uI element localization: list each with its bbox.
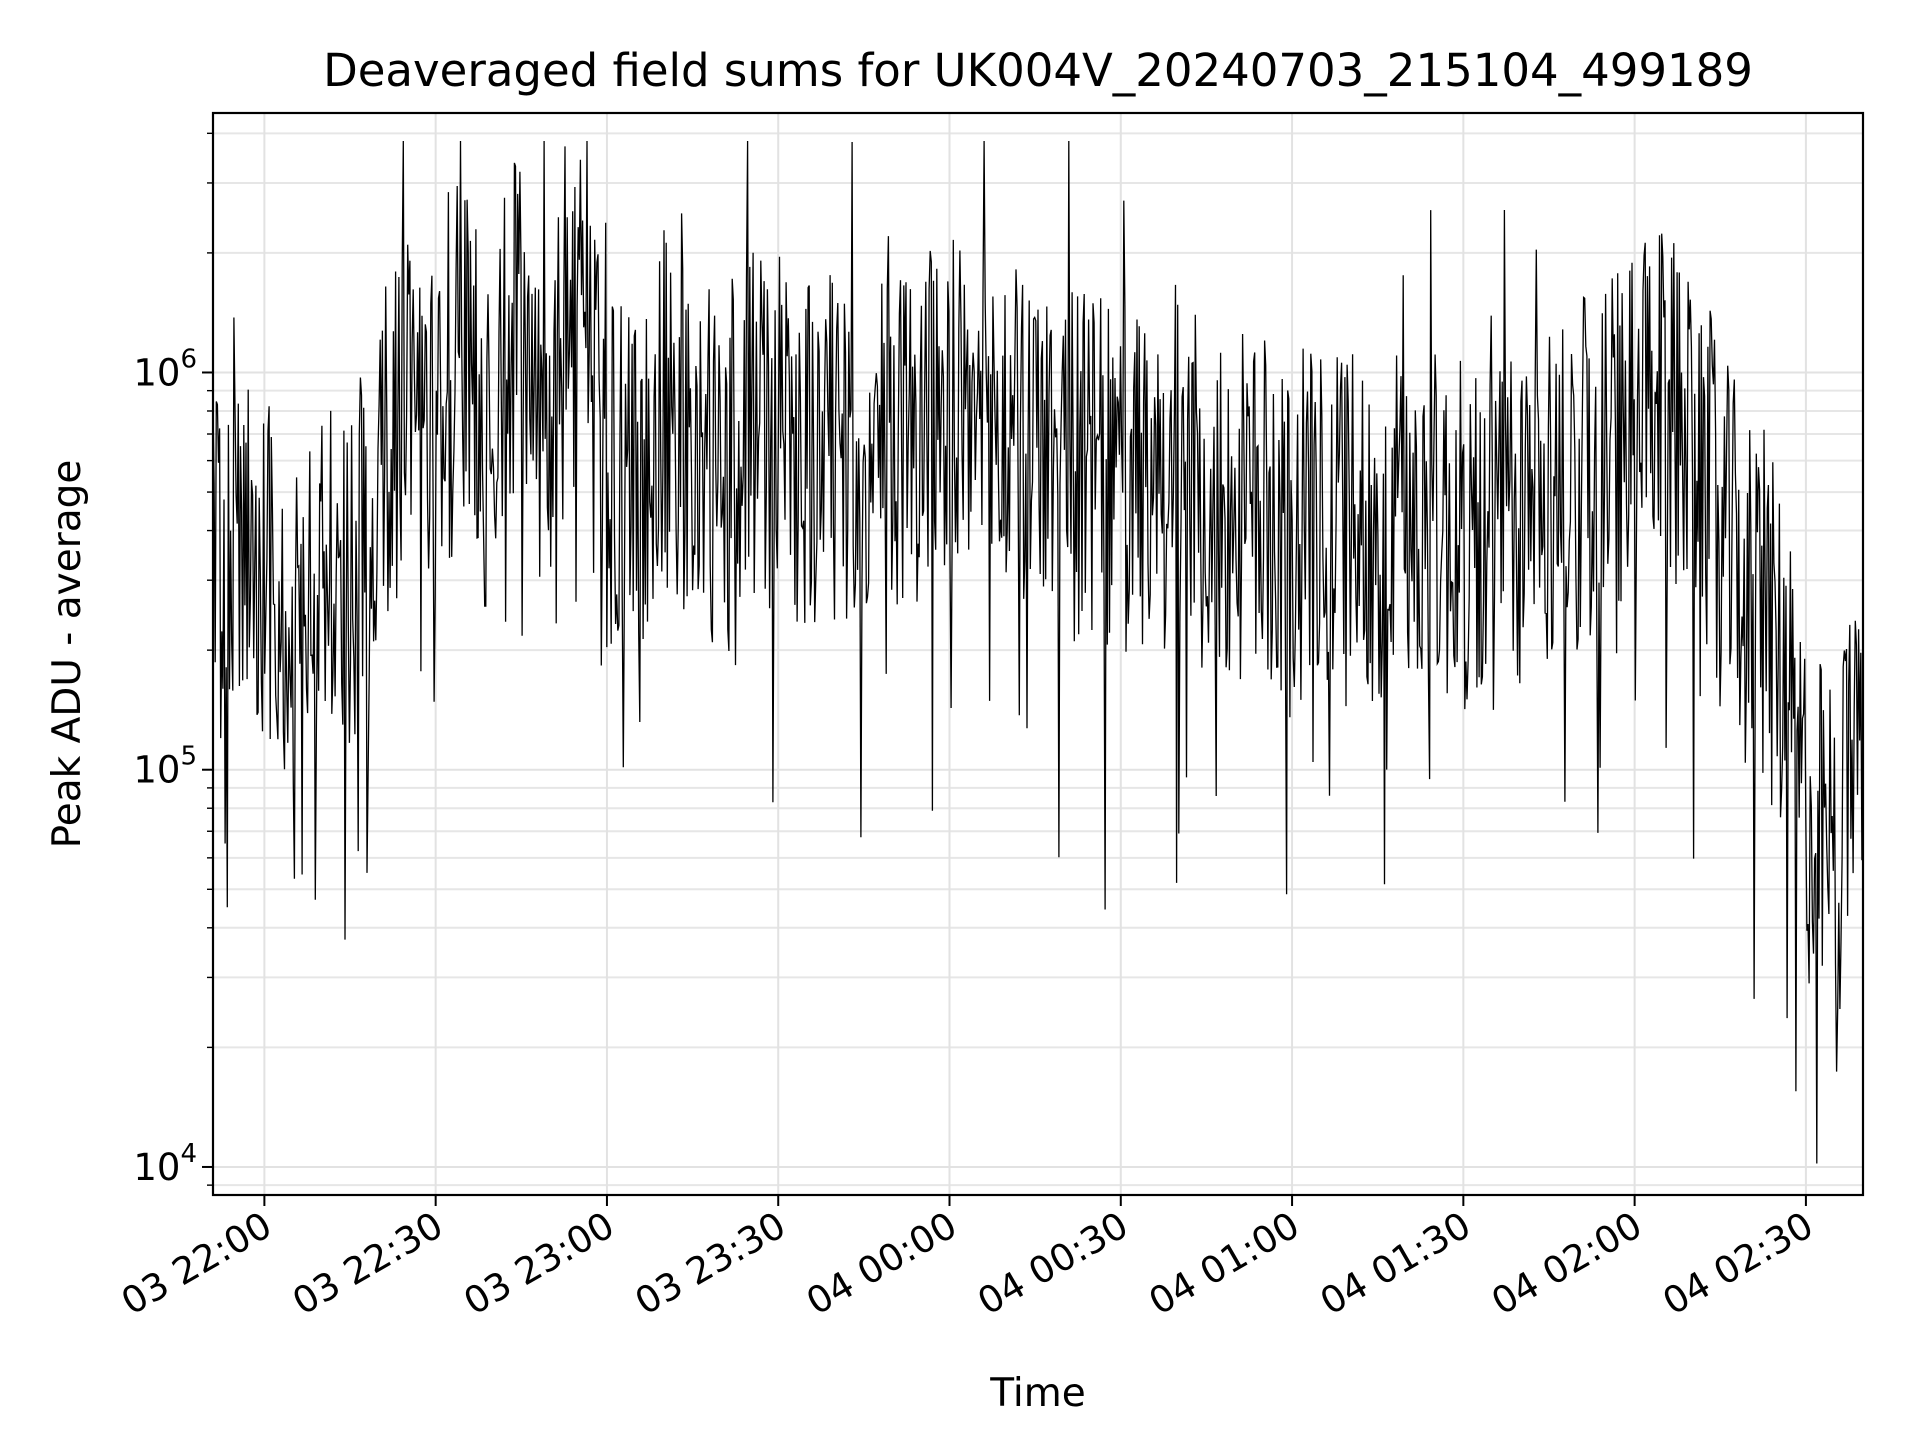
chart-title: Deaveraged field sums for UK004V_2024070…: [323, 44, 1753, 97]
y-tick-label: 106: [133, 344, 197, 394]
y-tick-label: 104: [133, 1139, 197, 1189]
plot-frame: [211, 111, 1865, 1197]
series-line: [212, 140, 1864, 1164]
x-axis-label: Time: [989, 1371, 1085, 1416]
y-tick-label: 105: [133, 742, 197, 792]
grid-layer: [213, 113, 1863, 1195]
y-axis-label: Peak ADU - average: [45, 460, 90, 849]
series-layer: [212, 140, 1864, 1164]
